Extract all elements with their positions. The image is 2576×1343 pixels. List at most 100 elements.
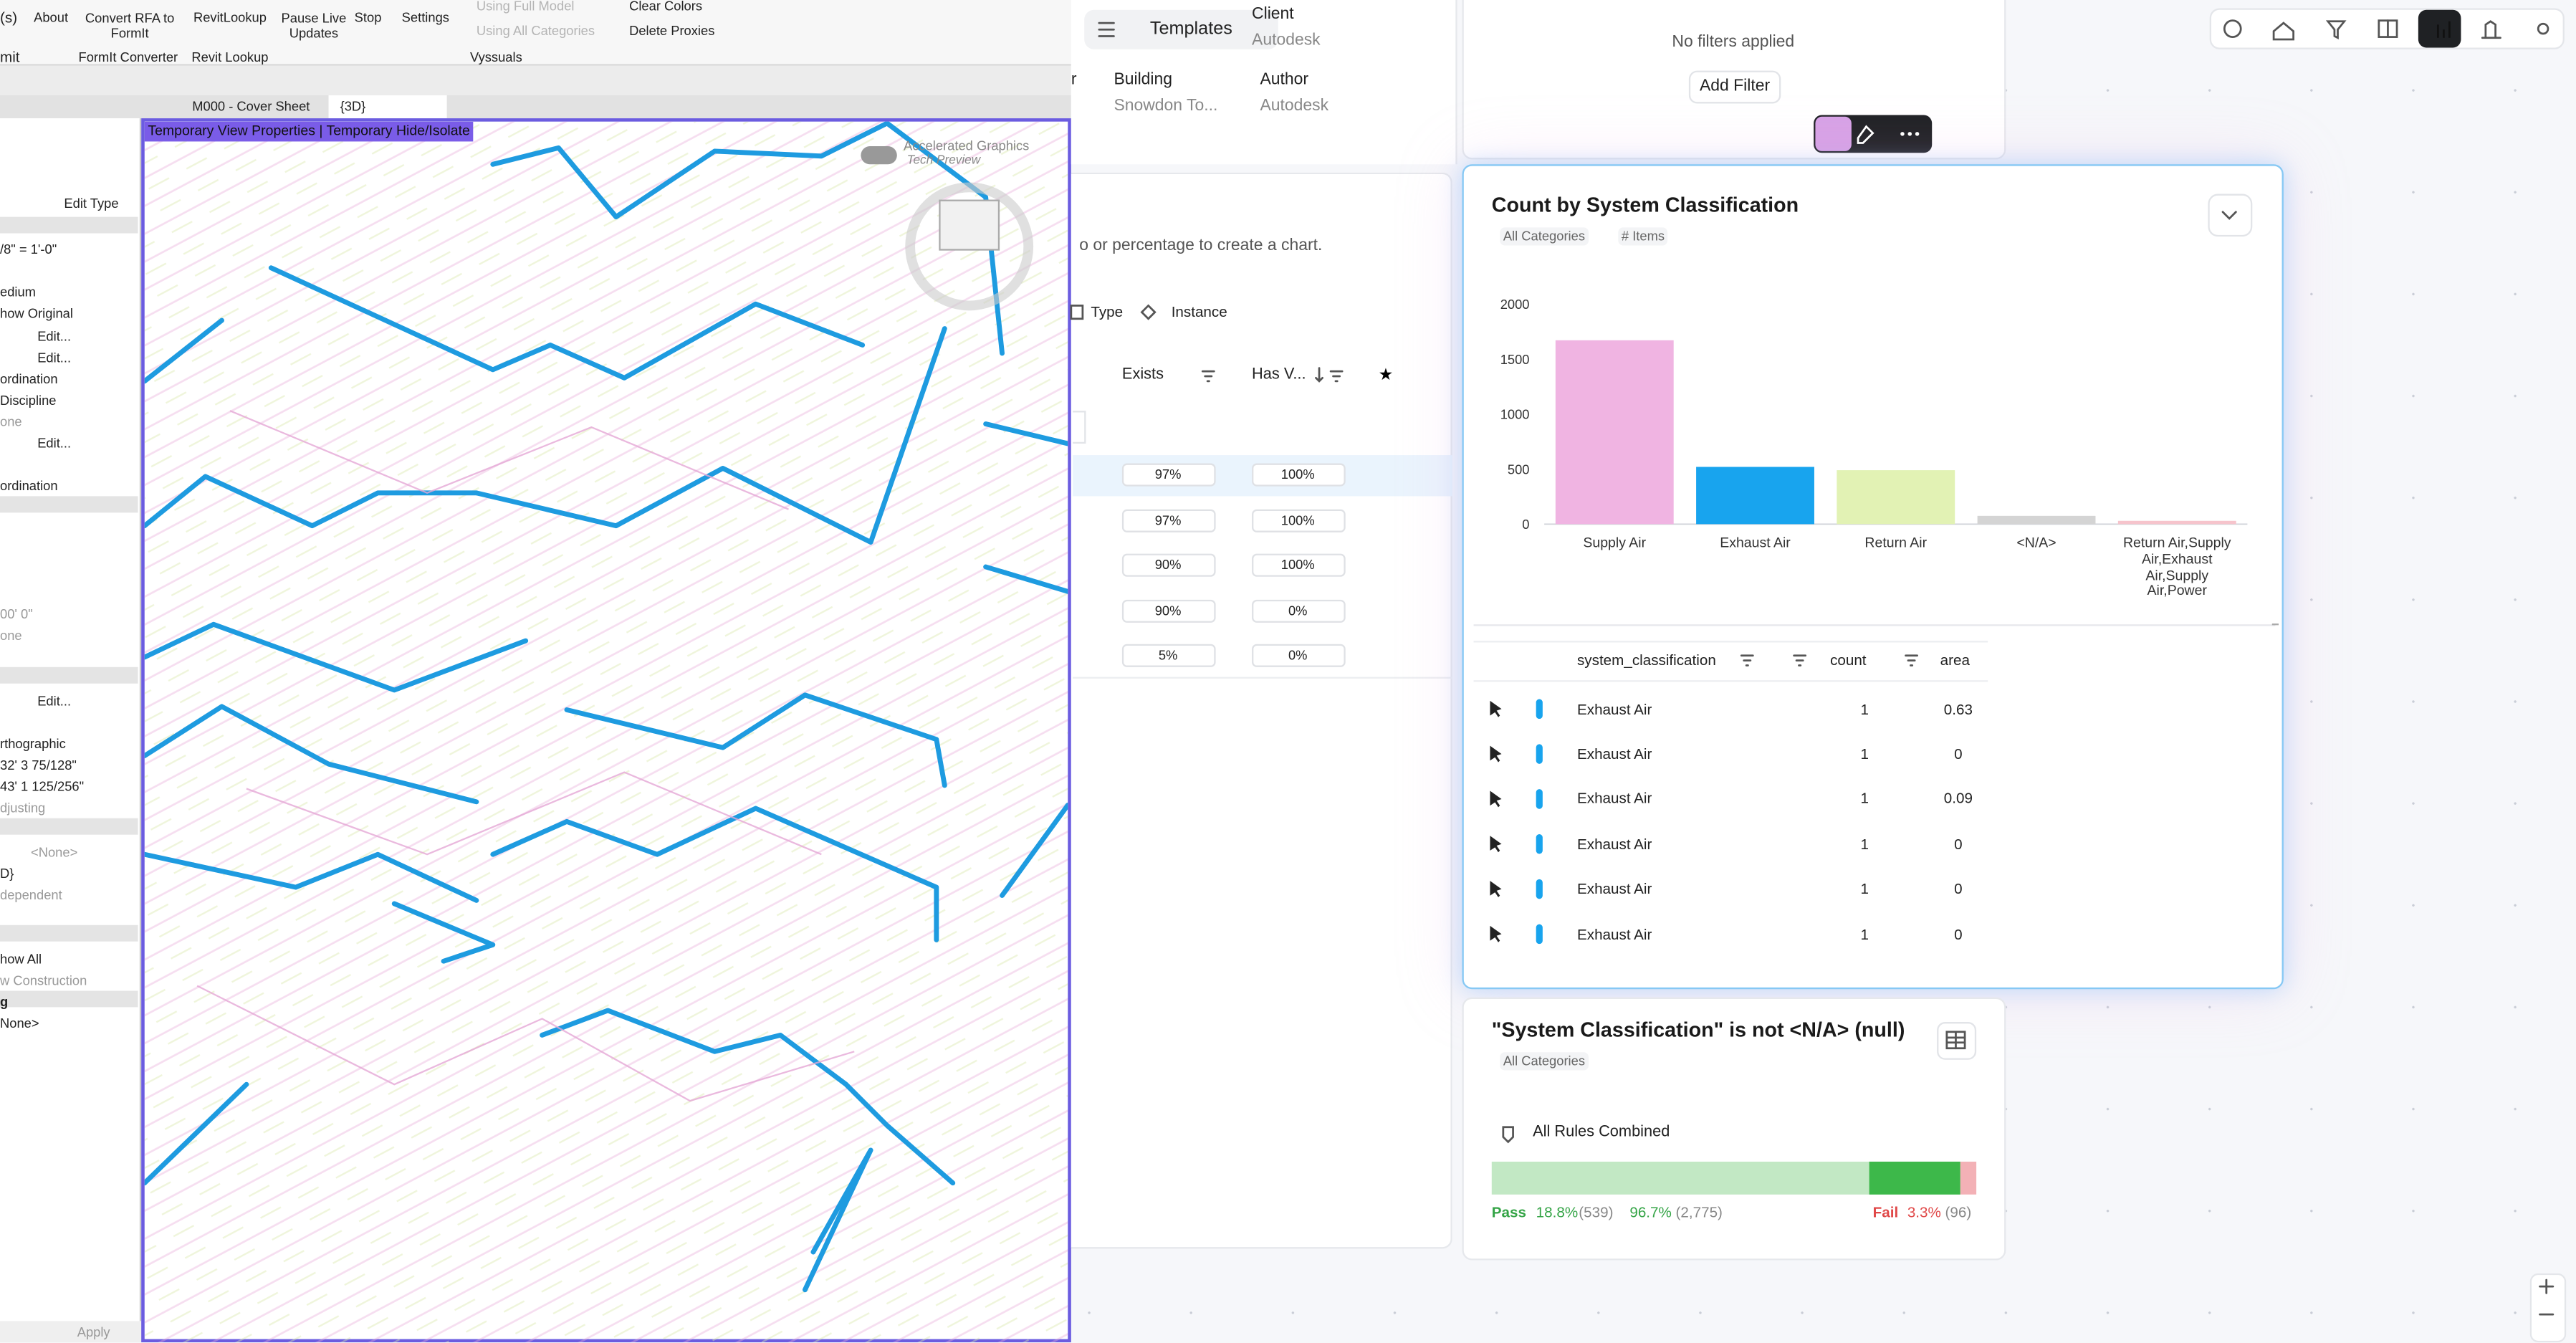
- property-button[interactable]: Edit...: [37, 350, 72, 365]
- property-value: how Original: [0, 306, 73, 322]
- ribbon-button[interactable]: RevitLookup: [193, 10, 267, 26]
- select-pointer: [1490, 745, 1502, 763]
- instance-tab[interactable]: Instance: [1171, 303, 1227, 320]
- bar: [2117, 520, 2236, 525]
- cell: 1: [1860, 925, 1869, 942]
- cell: Exhaust Air: [1576, 925, 1652, 942]
- rule-button[interactable]: [1815, 116, 1852, 151]
- field-value: Autodesk: [1252, 32, 1321, 50]
- cell: 0: [1954, 835, 1963, 852]
- y-tick-label: 1000: [1500, 407, 1530, 422]
- ribbon-button[interactable]: Settings: [401, 10, 449, 26]
- view-tab[interactable]: {3D}: [340, 99, 366, 115]
- property-button[interactable]: <None>: [31, 845, 78, 861]
- cell: 0.63: [1943, 700, 1973, 717]
- section-band: [0, 924, 138, 942]
- pass-strict-percent: 18.8%: [1536, 1204, 1579, 1221]
- x-tick-label: Return Air: [1864, 534, 1928, 551]
- property-button[interactable]: Edit...: [37, 436, 72, 451]
- property-button[interactable]: Edit...: [37, 694, 72, 709]
- column-header[interactable]: system_classification: [1576, 651, 1716, 669]
- favorite-column[interactable]: ★: [1378, 366, 1394, 386]
- ribbon-toggle[interactable]: Using Full Model: [476, 0, 575, 14]
- section-band: [0, 990, 138, 1008]
- ribbon-button[interactable]: Stop: [354, 10, 382, 26]
- property-value: one: [0, 628, 22, 644]
- pass-percent: 96.7%: [1629, 1204, 1672, 1221]
- table-button[interactable]: [1937, 1022, 1977, 1060]
- property-button[interactable]: Edit...: [37, 329, 72, 345]
- row-value: 0%: [1288, 603, 1308, 618]
- divider: [1473, 680, 1988, 682]
- section-band: [0, 496, 138, 513]
- value-pill: [1252, 508, 1346, 532]
- column-header[interactable]: count: [1830, 651, 1867, 669]
- section-band: [0, 818, 138, 835]
- templates-button[interactable]: [1084, 9, 1278, 49]
- color-swatch: [1536, 879, 1543, 899]
- ribbon-action[interactable]: Delete Proxies: [629, 24, 715, 39]
- properties-panel: [0, 118, 142, 1343]
- x-tick-label: Return Air,Supply Air,Exhaust Air,Supply…: [2122, 534, 2231, 599]
- chart-title: Count by System Classification: [1491, 193, 1799, 217]
- property-value: w Construction: [0, 973, 87, 988]
- ribbon-button[interactable]: Pause Live Updates: [281, 11, 347, 42]
- color-swatch: [1536, 924, 1543, 945]
- ribbon-bar: [0, 65, 1071, 95]
- column-header[interactable]: area: [1940, 651, 1970, 669]
- rule-name: All Rules Combined: [1533, 1123, 1670, 1142]
- view-banner: Temporary View Properties | Temporary Hi…: [144, 121, 474, 141]
- ribbon-group: FormIt Converter: [78, 49, 178, 65]
- ribbon-action[interactable]: Clear Colors: [629, 0, 703, 14]
- pass-count: (2,775): [1675, 1204, 1723, 1221]
- add-filter-button[interactable]: Add Filter: [1700, 77, 1771, 96]
- collapse-button[interactable]: [2208, 193, 2253, 237]
- ribbon-button[interactable]: About: [34, 10, 69, 26]
- templates-button[interactable]: Templates: [1149, 19, 1232, 39]
- property-value: ordination: [0, 479, 58, 494]
- section-band: [0, 216, 138, 234]
- y-tick-label: 0: [1522, 517, 1529, 532]
- ribbon-group: Vyssuals: [470, 49, 522, 65]
- cell: Exhaust Air: [1576, 790, 1652, 808]
- property-value: /8" = 1'-0": [0, 242, 57, 257]
- bar: [1696, 467, 1814, 525]
- tab-bar: [0, 95, 1071, 119]
- ribbon-text: mit: [0, 49, 20, 66]
- chart-view-button[interactable]: [2418, 9, 2461, 48]
- value-pill: [1121, 508, 1216, 532]
- value-pill: [1252, 598, 1346, 622]
- edit-type-button[interactable]: Edit Type: [64, 196, 119, 211]
- view-tab[interactable]: M000 - Cover Sheet: [192, 99, 310, 115]
- row-value: 97%: [1154, 467, 1182, 482]
- type-tab[interactable]: Type: [1091, 303, 1124, 320]
- ribbon-text: (s): [0, 9, 18, 27]
- zoom-control[interactable]: [2529, 1273, 2567, 1343]
- active-tab[interactable]: [328, 95, 447, 119]
- row-value: 0%: [1288, 648, 1308, 663]
- ribbon-button[interactable]: Convert RFA to FormIt: [85, 11, 175, 42]
- cell: 0: [1954, 880, 1963, 897]
- pass-strict-count: (539): [1579, 1204, 1614, 1221]
- hint: o or percentage to create a chart.: [1079, 236, 1323, 255]
- column-header[interactable]: Exists: [1121, 365, 1164, 384]
- y-tick-label: 500: [1508, 462, 1530, 477]
- ribbon-toggle[interactable]: Using All Categories: [476, 24, 595, 39]
- cell: 0.09: [1943, 790, 1973, 808]
- field-label: Client: [1252, 5, 1294, 24]
- value-pill: [1252, 463, 1346, 487]
- column-header[interactable]: Has V...: [1252, 365, 1306, 384]
- color-swatch: [1536, 699, 1543, 720]
- property-value: how All: [0, 952, 42, 967]
- apply-button[interactable]: Apply: [77, 1324, 110, 1340]
- search-box[interactable]: [1073, 411, 1086, 444]
- apply-bar: [0, 1321, 142, 1343]
- add-filter-button[interactable]: [1688, 70, 1781, 104]
- field-value: Snowdon To...: [1114, 97, 1218, 116]
- property-value: djusting: [0, 800, 46, 816]
- fail-count: (96): [1945, 1204, 1972, 1221]
- cell: Exhaust Air: [1576, 745, 1652, 763]
- property-value: edium: [0, 285, 36, 300]
